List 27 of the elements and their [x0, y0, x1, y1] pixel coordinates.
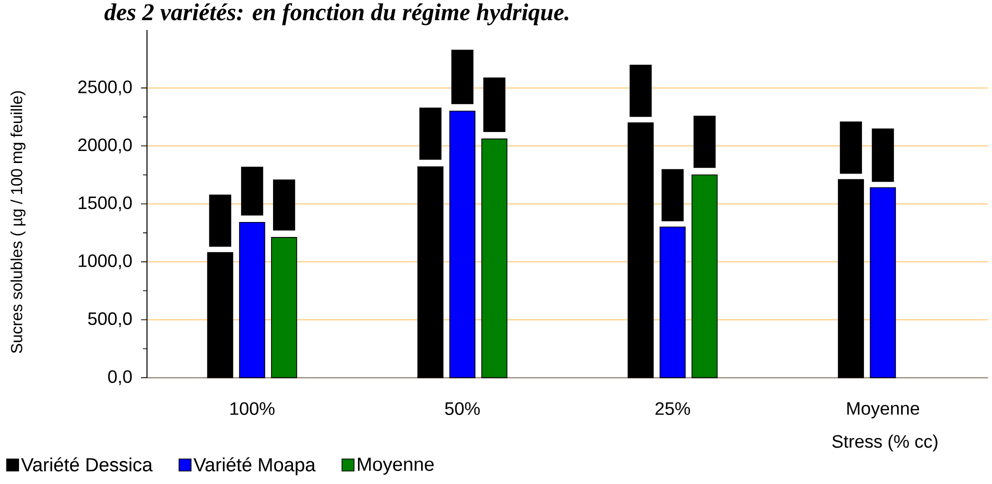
y-tick-label: 1500,0: [78, 196, 132, 212]
bar: [628, 122, 654, 378]
bar: [417, 166, 444, 378]
y-tick-label: 0,0: [108, 370, 132, 386]
bar: [660, 226, 686, 378]
bar: [870, 187, 896, 378]
x-tick-label: 50%: [445, 402, 480, 415]
x-tick-label: 100%: [230, 402, 274, 415]
y-tick-label: 2000,0: [78, 138, 132, 154]
bar: [449, 110, 476, 378]
bar: [271, 237, 298, 378]
bar: [207, 252, 234, 378]
bar: [239, 222, 266, 378]
bar: [838, 179, 864, 378]
legend-label: Moyenne: [358, 458, 434, 475]
bar: [692, 174, 718, 378]
y-tick-label: 500,0: [88, 312, 132, 328]
chart-title: des 2 variétés: en fonction du régime hydrique.: [104, 3, 568, 26]
x-axis-title: Stress (% cc): [832, 434, 938, 452]
bar: [481, 138, 508, 378]
y-tick-label: 1000,0: [78, 254, 132, 270]
legend-label: Variété Moapa: [194, 457, 316, 476]
y-tick-label: 2500,0: [78, 80, 132, 96]
legend-label: Variété Dessica: [21, 457, 153, 472]
x-tick-label: Moyenne: [847, 402, 920, 418]
x-tick-label: 25%: [656, 402, 690, 415]
y-axis-title: Sucres solubles ( µg / 100 mg feuille): [10, 91, 26, 354]
